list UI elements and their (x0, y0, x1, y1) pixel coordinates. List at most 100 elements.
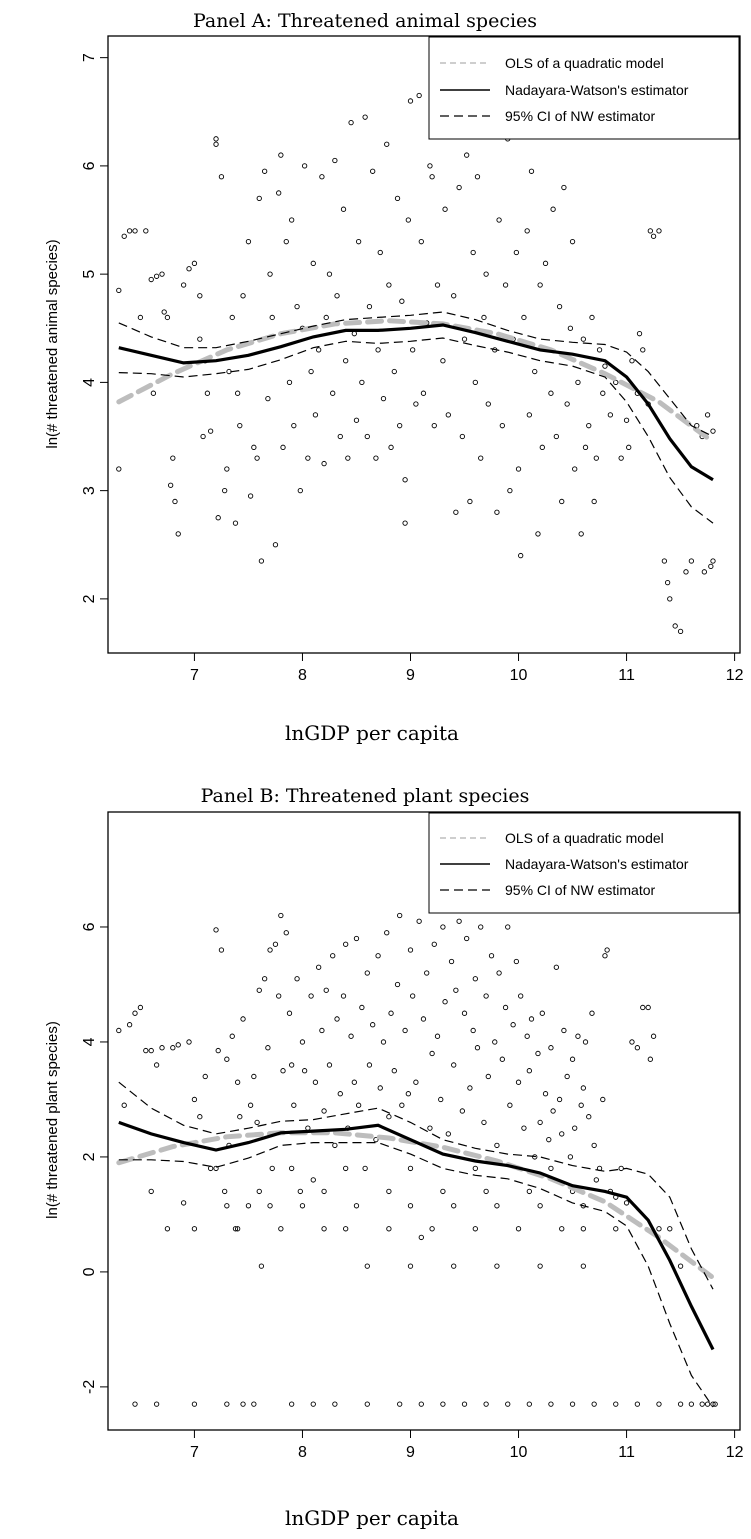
data-point (364, 1263, 370, 1269)
data-point (402, 520, 408, 526)
data-point (276, 993, 282, 999)
data-point (524, 1033, 530, 1039)
panel-b-title: Panel B: Threatened plant species (201, 785, 530, 807)
data-point (265, 1045, 271, 1051)
data-point (224, 1401, 230, 1407)
data-point (451, 293, 457, 299)
data-point (485, 401, 491, 407)
data-point (186, 1039, 192, 1045)
data-point (202, 1073, 208, 1080)
panel-a-legend-nw: Nadayara-Watson's estimator (505, 82, 689, 98)
data-point (580, 336, 587, 342)
data-point (240, 1401, 246, 1407)
data-point (319, 174, 325, 180)
data-point (677, 1401, 684, 1407)
data-point (153, 273, 160, 279)
data-point (377, 1085, 383, 1091)
panel-b-points (116, 912, 718, 1407)
data-point (330, 953, 336, 959)
panel-b-legend-ci: 95% CI of NW estimator (505, 882, 655, 898)
data-point (388, 1010, 394, 1016)
data-point (126, 228, 133, 234)
data-point (453, 987, 459, 993)
data-point (132, 1010, 138, 1016)
data-point (294, 976, 300, 982)
data-point (289, 217, 295, 223)
data-point (556, 303, 563, 310)
ci-lower-curve (118, 1142, 714, 1408)
data-point (402, 1027, 408, 1034)
data-point (575, 379, 581, 386)
data-point (267, 1203, 273, 1209)
data-point (629, 358, 635, 364)
data-point (667, 1226, 673, 1232)
data-point (416, 918, 422, 924)
data-point (366, 1062, 373, 1068)
data-point (634, 1401, 641, 1407)
data-point (197, 336, 203, 342)
data-point (323, 987, 329, 993)
ols-curve (116, 1130, 716, 1281)
data-point (321, 1108, 327, 1114)
panel-a-legend-ols: OLS of a quadratic model (505, 55, 664, 71)
data-point (359, 379, 365, 386)
data-point (175, 1042, 181, 1048)
data-point (532, 1154, 538, 1160)
data-point (459, 433, 466, 440)
data-point (569, 1056, 576, 1062)
data-point (650, 1033, 657, 1039)
data-point (589, 314, 595, 321)
data-point (528, 168, 535, 174)
data-point (213, 141, 219, 147)
data-point (237, 1114, 243, 1120)
data-point (256, 987, 262, 993)
data-point (364, 970, 370, 976)
x-tick-label: 9 (406, 1444, 415, 1461)
data-point (148, 1047, 154, 1054)
data-point (710, 428, 716, 434)
data-point (283, 930, 289, 936)
data-point (710, 558, 716, 564)
data-point (699, 1401, 705, 1407)
data-point (572, 466, 578, 472)
data-point (526, 1188, 532, 1195)
data-point (332, 157, 338, 164)
data-point (483, 271, 489, 277)
data-point (602, 363, 608, 369)
data-point (505, 924, 511, 930)
data-point (132, 228, 138, 234)
data-point (431, 423, 437, 429)
data-point (456, 918, 462, 924)
data-point (301, 1068, 308, 1074)
data-point (496, 970, 502, 976)
data-point (589, 1010, 595, 1016)
data-point (453, 509, 459, 515)
data-point (269, 314, 275, 321)
data-point (537, 282, 543, 288)
data-point (388, 444, 394, 450)
x-tick-label: 10 (510, 667, 528, 684)
data-point (647, 228, 653, 234)
data-point (600, 390, 606, 396)
data-point (688, 558, 695, 564)
data-point (548, 1165, 554, 1172)
panel-a-legend-box (428, 36, 740, 140)
data-point (291, 423, 297, 429)
data-point (553, 964, 559, 970)
data-point (559, 1131, 565, 1137)
data-point (507, 1102, 513, 1108)
data-point (515, 466, 522, 472)
data-point (137, 1004, 144, 1011)
data-point (586, 1114, 592, 1120)
data-point (586, 423, 592, 429)
data-point (272, 941, 279, 947)
data-point (524, 228, 530, 234)
data-point (351, 1079, 357, 1085)
data-point (289, 1062, 295, 1068)
data-point (528, 1016, 535, 1022)
data-point (286, 379, 293, 386)
data-point (664, 579, 671, 586)
data-point (321, 460, 327, 467)
data-point (224, 466, 230, 472)
data-point (312, 1079, 319, 1085)
